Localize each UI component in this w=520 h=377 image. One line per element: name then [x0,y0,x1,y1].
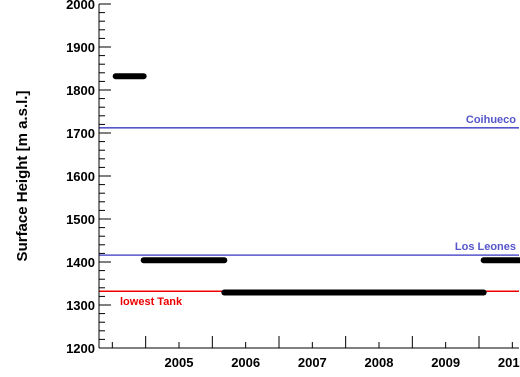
x-tick-label-2005: 2005 [165,355,194,370]
x-tick-label-2006: 2006 [231,355,260,370]
reference-label-lowest-tank: lowest Tank [120,296,183,308]
y-tick-label-2000: 2000 [66,0,95,12]
x-tick-label-2010: 2010 [498,355,520,370]
y-tick-label-1500: 1500 [66,212,95,227]
x-tick-label-2007: 2007 [298,355,327,370]
reference-label-coihueco: Coihueco [466,114,516,126]
y-tick-label-1400: 1400 [66,255,95,270]
y-tick-label-1800: 1800 [66,83,95,98]
x-tick-label-2008: 2008 [365,355,394,370]
reference-lines [99,127,519,293]
y-axis-label: Surface Height [m a.s.l.] [14,91,31,262]
y-tick-label-1600: 1600 [66,169,95,184]
y-tick-label-1900: 1900 [66,40,95,55]
y-tick-label-1700: 1700 [66,126,95,141]
data-series [112,73,520,296]
y-tick-label-1200: 1200 [66,341,95,356]
y-axis-ticks: 1200 1300 1400 1500 1600 1700 1800 1900 2000 [66,0,111,356]
x-tick-label-2009: 2009 [431,355,460,370]
reference-label-los-leones: Los Leones [455,241,516,253]
reference-labels: Coihueco Los Leones lowest Tank [120,114,516,308]
x-axis-ticks: 2005 2006 2007 2008 2009 2010 [111,336,520,370]
y-tick-label-1300: 1300 [66,298,95,313]
